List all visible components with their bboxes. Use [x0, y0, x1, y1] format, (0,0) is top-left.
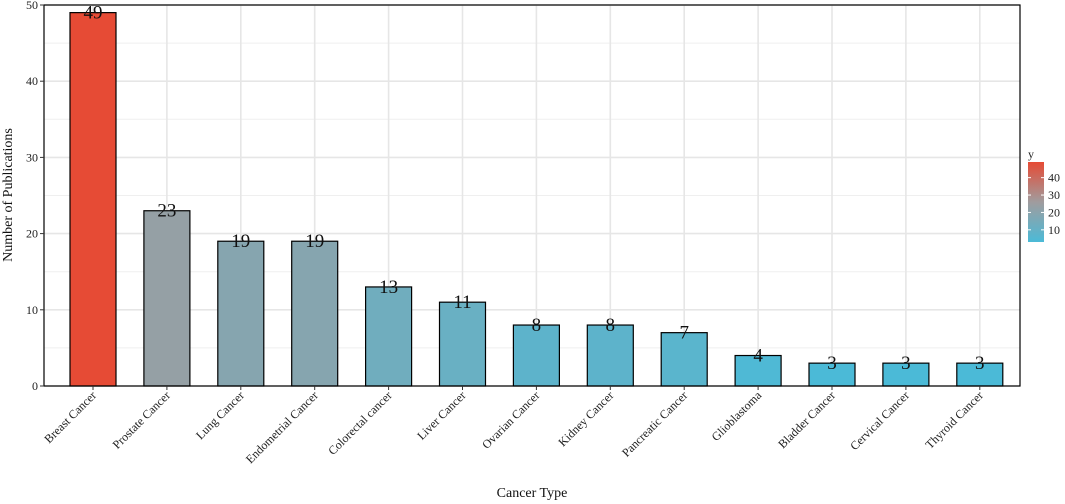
data-label: 3 — [827, 353, 837, 374]
legend-tick-label: 10 — [1048, 223, 1060, 237]
bar — [365, 286, 413, 387]
y-tick-label: 0 — [32, 379, 38, 393]
data-label: 19 — [305, 231, 324, 252]
y-tick-label: 50 — [26, 0, 38, 12]
legend-title: y — [1028, 147, 1034, 161]
legend-tick-label: 30 — [1048, 188, 1060, 202]
bar — [69, 12, 117, 387]
data-labels: 49 23 19 19 13 11 8 8 7 4 3 3 3 — [84, 3, 985, 375]
x-tick-label: Liver Cancer — [414, 388, 468, 442]
bar — [512, 324, 561, 387]
data-label: 3 — [975, 353, 985, 374]
x-tick-label: Endometrial Cancer — [243, 388, 321, 466]
data-label: 19 — [231, 231, 250, 252]
x-tick-label: Lung Cancer — [193, 388, 247, 442]
x-tick-label: Breast Cancer — [41, 388, 99, 446]
bars — [69, 12, 1004, 387]
legend-ticks: 10 20 30 40 — [1028, 171, 1060, 237]
y-axis-title: Number of Publications — [1, 128, 16, 262]
x-tick-label: Pancreatic Cancer — [619, 388, 690, 459]
bar — [217, 240, 265, 387]
data-label: 4 — [753, 346, 763, 367]
y-tick-label: 20 — [26, 227, 38, 241]
x-tick-label: Bladder Cancer — [775, 388, 838, 451]
bar — [438, 301, 487, 387]
data-label: 8 — [606, 315, 616, 336]
y-axis: 0 10 20 30 40 50 — [26, 0, 44, 393]
data-label: 11 — [453, 292, 471, 313]
x-tick-label: Ovarian Cancer — [479, 388, 542, 451]
bar — [586, 324, 634, 387]
y-tick-label: 40 — [26, 74, 38, 88]
x-tick-label: Cervical Cancer — [847, 388, 912, 453]
panel-border — [43, 4, 1021, 387]
data-label: 3 — [901, 353, 911, 374]
legend-tick-label: 40 — [1048, 171, 1060, 185]
y-tick-label: 10 — [26, 303, 38, 317]
x-tick-label: Thyroid Cancer — [923, 388, 986, 451]
x-tick-label: Prostate Cancer — [110, 388, 173, 451]
x-tick-label: Colorectal cancer — [325, 388, 394, 457]
data-label: 49 — [84, 3, 103, 24]
x-axis-title: Cancer Type — [497, 486, 568, 501]
bar — [660, 332, 708, 387]
legend-colorbar — [1028, 162, 1044, 242]
x-tick-label: Glioblastoma — [709, 388, 765, 444]
x-axis: Breast Cancer Prostate Cancer Lung CancerE… — [41, 386, 986, 466]
data-label: 8 — [532, 315, 542, 336]
color-legend: y 10 20 30 40 — [1028, 147, 1060, 242]
grid-minor — [44, 42, 1020, 349]
bar — [291, 240, 339, 387]
data-label: 13 — [379, 277, 398, 298]
data-label: 7 — [679, 323, 689, 344]
legend-tick-label: 20 — [1048, 205, 1060, 219]
data-label: 23 — [157, 201, 176, 222]
y-tick-label: 30 — [26, 150, 38, 164]
bar — [143, 210, 191, 387]
x-tick-label: Kidney Cancer — [555, 388, 616, 449]
